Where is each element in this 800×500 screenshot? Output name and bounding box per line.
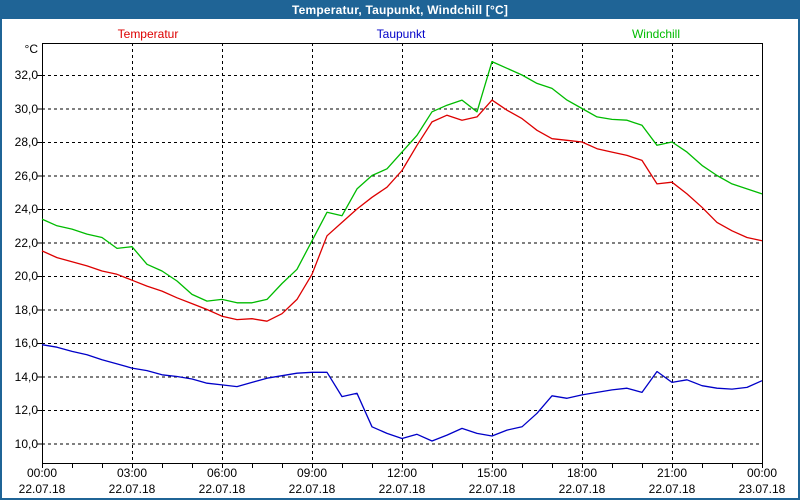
x-axis-time-label: 15:00: [476, 466, 508, 480]
x-axis-time-label: 18:00: [566, 466, 598, 480]
y-axis-label: 30,0: [14, 101, 38, 116]
y-axis-label: 18,0: [14, 302, 38, 317]
plot-frame: [42, 43, 763, 464]
x-axis-date-label: 22.07.18: [378, 482, 426, 496]
x-axis-date-label: 22.07.18: [468, 482, 516, 496]
title-bar: Temperatur, Taupunkt, Windchill [°C]: [2, 2, 798, 19]
x-axis-date-label: 22.07.18: [288, 482, 336, 496]
y-axis-label: 10,0: [14, 436, 38, 451]
window-title: Temperatur, Taupunkt, Windchill [°C]: [291, 3, 509, 17]
legend-temperatur: Temperatur: [117, 27, 179, 41]
x-axis-time-label: 06:00: [206, 466, 238, 480]
x-axis-date-label: 22.07.18: [648, 482, 696, 496]
y-axis-label: 24,0: [14, 202, 38, 216]
y-axis-label: 22,0: [14, 235, 38, 250]
x-axis-date-label: 22.07.18: [198, 482, 246, 496]
y-axis-label: 16,0: [14, 336, 38, 350]
x-axis-date-label: 22.07.18: [18, 482, 66, 496]
y-axis-unit: °C: [24, 42, 38, 56]
x-axis-time-label: 00:00: [26, 466, 58, 480]
series-line-windchill: [41, 60, 763, 304]
x-axis-time-label: 12:00: [386, 466, 418, 480]
y-axis-label: 28,0: [14, 135, 38, 149]
x-axis-date-label: 22.07.18: [558, 482, 606, 496]
y-axis-label: 32,0: [14, 68, 38, 82]
series-line-taupunkt: [41, 344, 763, 442]
x-axis-time-label: 09:00: [296, 466, 328, 480]
series-line-temperatur: [41, 99, 763, 322]
y-axis-label: 26,0: [14, 168, 38, 183]
x-axis-time-label: 03:00: [116, 466, 148, 480]
y-axis-label: 20,0: [14, 269, 38, 283]
x-axis-time-label: 00:00: [746, 466, 778, 480]
legend-taupunkt: Taupunkt: [376, 27, 426, 41]
x-axis-date-label: 23.07.18: [738, 482, 786, 496]
legend-windchill: Windchill: [631, 27, 680, 41]
y-axis-label: 14,0: [14, 369, 38, 384]
x-axis-time-label: 21:00: [656, 466, 688, 480]
y-axis-label: 12,0: [14, 403, 38, 417]
x-axis-date-label: 22.07.18: [108, 482, 156, 496]
